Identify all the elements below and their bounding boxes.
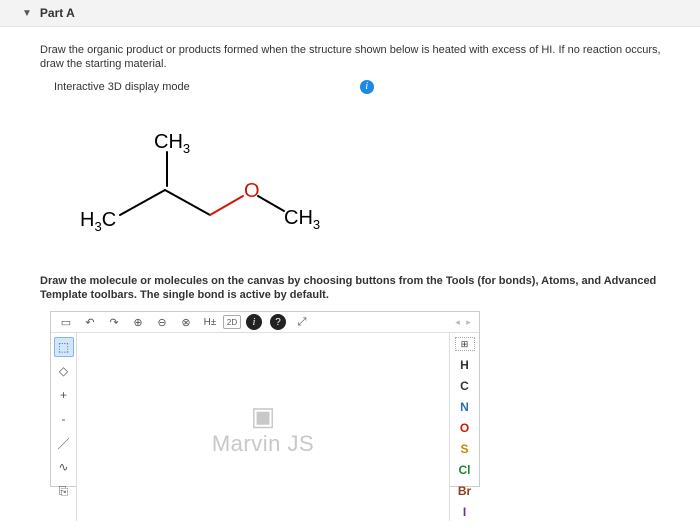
question-text: Draw the organic product or products for… (40, 43, 676, 72)
top-toolbar: ▭↶↷⊕⊖⊗H±2Di?⤢ ◂ ▸ (51, 312, 479, 333)
collapse-caret-icon[interactable]: ▼ (22, 8, 32, 19)
zoom-fit-icon[interactable]: ⊗ (175, 312, 197, 332)
display-mode-label: Interactive 3D display mode (54, 81, 190, 93)
eraser-tool[interactable]: ◇ (54, 361, 74, 381)
part-header[interactable]: ▼ Part A (0, 0, 700, 27)
display-mode-row: Interactive 3D display mode i (40, 80, 676, 94)
atom-h-button[interactable]: H (453, 356, 477, 374)
left-toolbar: ⬚ ◇ + - ／ ∿ ⎘ (51, 333, 77, 521)
marvin-editor: ▭↶↷⊕⊖⊗H±2Di?⤢ ◂ ▸ ⬚◇+-／∿⎘ ▣ Marvin JS ⊞ … (50, 311, 480, 487)
part-title: Part A (40, 6, 75, 20)
svg-text:H3C: H3C (80, 209, 116, 234)
atom-i-button[interactable]: I (453, 503, 477, 521)
drawing-canvas[interactable]: ▣ Marvin JS (77, 333, 449, 521)
atom-br-button[interactable]: Br (453, 482, 477, 500)
charge-plus-tool[interactable]: + (54, 385, 74, 405)
canvas-instructions: Draw the molecule or molecules on the ca… (40, 274, 676, 304)
chain-tool[interactable]: ∿ (54, 457, 74, 477)
help-icon[interactable]: ? (267, 312, 289, 332)
svg-text:CH3: CH3 (284, 207, 320, 232)
svg-text:O: O (244, 180, 260, 202)
template-tool[interactable]: ⎘ (54, 481, 74, 501)
molecule-svg: CH3 H3C O CH3 (40, 100, 360, 270)
marvin-watermark: ▣ Marvin JS (212, 404, 314, 458)
expand-icon[interactable]: ⤢ (291, 312, 313, 332)
starting-molecule-diagram: CH3 H3C O CH3 (40, 100, 676, 270)
single-bond-tool[interactable]: ／ (54, 433, 74, 453)
marvin-logo-text: Marvin JS (212, 432, 314, 458)
atom-c-button[interactable]: C (453, 377, 477, 395)
nav-arrows-icon[interactable]: ◂ ▸ (453, 312, 475, 332)
zoom-in-icon[interactable]: ⊕ (127, 312, 149, 332)
atom-n-button[interactable]: N (453, 398, 477, 416)
hydrogen-toggle-icon[interactable]: H± (199, 312, 221, 332)
atom-o-button[interactable]: O (453, 419, 477, 437)
undo-icon[interactable]: ↶ (79, 312, 101, 332)
svg-text:CH3: CH3 (154, 131, 190, 156)
select-tool[interactable]: ⬚ (54, 337, 74, 357)
marvin-logo-icon: ▣ (212, 404, 314, 430)
atoms-toolbar: ⊞ HCNOS Cl Br I (449, 333, 479, 521)
content-area: Draw the organic product or products for… (0, 27, 700, 487)
zoom-out-icon[interactable]: ⊖ (151, 312, 173, 332)
new-icon[interactable]: ▭ (55, 312, 77, 332)
charge-minus-tool[interactable]: - (54, 409, 74, 429)
periodic-table-icon[interactable]: ⊞ (455, 337, 475, 351)
view-2d-icon[interactable]: 2D (223, 315, 241, 329)
redo-icon[interactable]: ↷ (103, 312, 125, 332)
atom-s-button[interactable]: S (453, 440, 477, 458)
info-icon[interactable]: i (243, 312, 265, 332)
atom-cl-button[interactable]: Cl (453, 461, 477, 479)
info-icon[interactable]: i (360, 80, 374, 94)
